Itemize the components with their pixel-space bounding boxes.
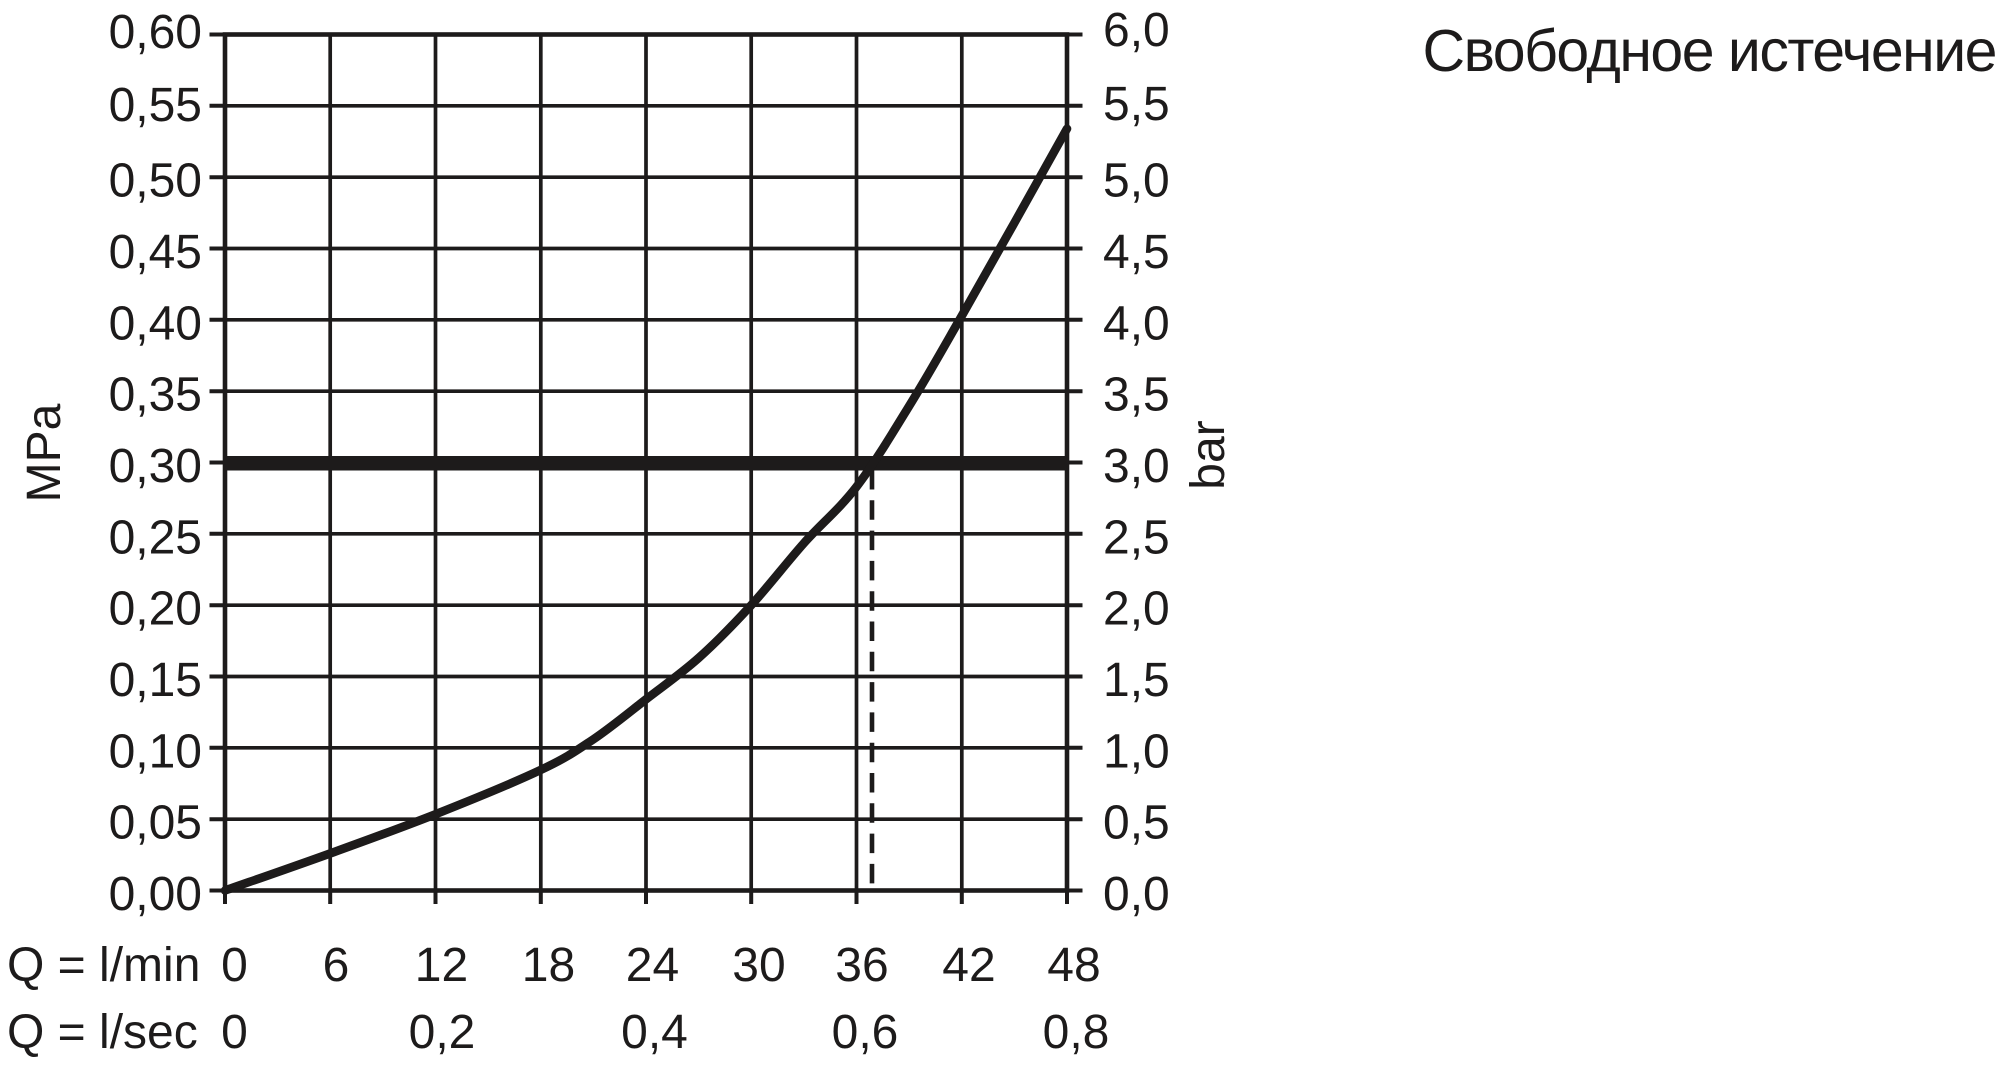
svg-text:2,0: 2,0 bbox=[1103, 583, 1170, 636]
svg-text:30: 30 bbox=[732, 939, 785, 992]
svg-text:5,5: 5,5 bbox=[1103, 78, 1170, 131]
svg-text:0,40: 0,40 bbox=[109, 297, 202, 350]
svg-text:4,0: 4,0 bbox=[1103, 297, 1170, 350]
svg-text:0,0: 0,0 bbox=[1103, 868, 1170, 921]
svg-text:0,05: 0,05 bbox=[109, 797, 202, 850]
svg-text:18: 18 bbox=[522, 939, 575, 992]
svg-text:0,8: 0,8 bbox=[1043, 1006, 1110, 1059]
svg-text:0,60: 0,60 bbox=[109, 6, 202, 59]
svg-text:0,45: 0,45 bbox=[109, 226, 202, 279]
svg-text:3,5: 3,5 bbox=[1103, 369, 1170, 422]
svg-text:0: 0 bbox=[221, 939, 248, 992]
svg-text:0,4: 0,4 bbox=[621, 1006, 688, 1059]
svg-text:0,5: 0,5 bbox=[1103, 797, 1170, 850]
svg-text:48: 48 bbox=[1047, 939, 1100, 992]
svg-text:2,5: 2,5 bbox=[1103, 511, 1170, 564]
svg-text:0,20: 0,20 bbox=[109, 583, 202, 636]
svg-text:1,5: 1,5 bbox=[1103, 654, 1170, 707]
svg-text:0,25: 0,25 bbox=[109, 511, 202, 564]
svg-text:0,00: 0,00 bbox=[109, 868, 202, 921]
svg-text:0: 0 bbox=[221, 1006, 248, 1059]
svg-text:36: 36 bbox=[835, 939, 888, 992]
svg-text:6,0: 6,0 bbox=[1103, 4, 1170, 57]
svg-text:3,0: 3,0 bbox=[1103, 440, 1170, 493]
svg-text:Свободное истечение: Свободное истечение bbox=[1422, 18, 1996, 84]
svg-text:Q = l/min: Q = l/min bbox=[7, 939, 200, 992]
svg-text:0,6: 0,6 bbox=[832, 1006, 899, 1059]
svg-text:0,30: 0,30 bbox=[109, 440, 202, 493]
svg-text:6: 6 bbox=[323, 939, 350, 992]
svg-text:42: 42 bbox=[942, 939, 995, 992]
svg-text:0,15: 0,15 bbox=[109, 654, 202, 707]
svg-text:0,55: 0,55 bbox=[109, 79, 202, 132]
svg-text:MPa: MPa bbox=[18, 403, 71, 502]
svg-text:0,50: 0,50 bbox=[109, 155, 202, 208]
svg-text:5,0: 5,0 bbox=[1103, 155, 1170, 208]
svg-text:4,5: 4,5 bbox=[1103, 226, 1170, 279]
svg-text:12: 12 bbox=[415, 939, 468, 992]
svg-text:Q = l/sec: Q = l/sec bbox=[7, 1006, 198, 1059]
svg-text:0,2: 0,2 bbox=[409, 1006, 476, 1059]
svg-text:1,0: 1,0 bbox=[1103, 725, 1170, 778]
svg-text:0,35: 0,35 bbox=[109, 369, 202, 422]
svg-text:bar: bar bbox=[1182, 420, 1235, 489]
svg-text:0,10: 0,10 bbox=[109, 725, 202, 778]
svg-text:24: 24 bbox=[626, 939, 679, 992]
